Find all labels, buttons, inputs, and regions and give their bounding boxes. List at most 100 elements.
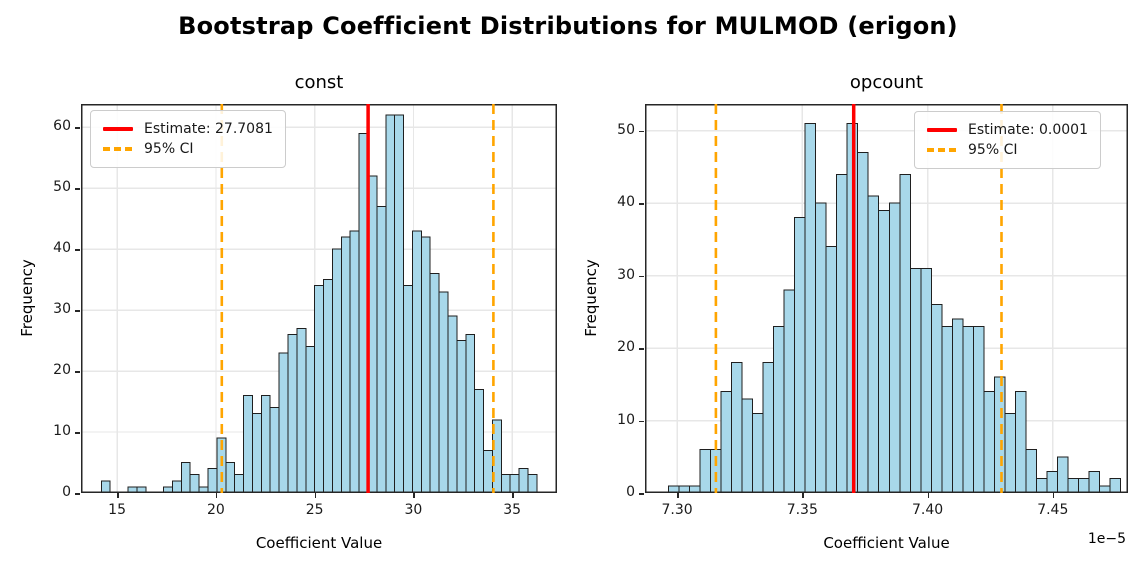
histogram-bar bbox=[243, 394, 253, 493]
histogram-bar bbox=[878, 209, 890, 493]
legend-row-estimate: Estimate: 27.7081 bbox=[103, 119, 273, 139]
x-tick-mark bbox=[413, 493, 415, 498]
histogram-bar bbox=[804, 123, 817, 493]
y-tick-mark bbox=[75, 432, 80, 434]
histogram-bar bbox=[1036, 478, 1048, 493]
histogram-bar bbox=[518, 468, 529, 493]
histogram-bar bbox=[340, 236, 351, 493]
histogram-bar bbox=[403, 285, 413, 493]
histogram-bar bbox=[189, 474, 200, 493]
x-tick-label: 7.40 bbox=[912, 502, 944, 518]
histogram-bar bbox=[500, 474, 511, 493]
histogram-bar bbox=[100, 480, 111, 493]
y-tick-mark bbox=[75, 310, 80, 312]
histogram-bar bbox=[296, 327, 307, 493]
histogram-bar bbox=[751, 412, 764, 493]
histogram-bar bbox=[762, 362, 775, 493]
y-tick-label: 50 bbox=[617, 121, 635, 138]
legend-ci-label: 95% CI bbox=[968, 142, 1018, 158]
estimate-line-swatch bbox=[927, 128, 957, 132]
y-tick-mark bbox=[75, 493, 80, 495]
histogram-bar bbox=[331, 248, 342, 493]
histogram-bar bbox=[899, 173, 911, 493]
histogram-bar bbox=[474, 388, 485, 493]
histogram-bar bbox=[376, 205, 387, 493]
histogram-bar bbox=[825, 246, 838, 493]
y-tick-label: 40 bbox=[617, 194, 635, 211]
x-tick-label: 30 bbox=[404, 502, 423, 518]
y-tick-label: 30 bbox=[53, 301, 71, 318]
histogram-bar bbox=[836, 173, 848, 493]
x-axis-offset-text: 1e−5 bbox=[1087, 531, 1126, 547]
y-tick-mark bbox=[639, 275, 644, 278]
y-tick-label: 60 bbox=[53, 118, 71, 135]
histogram-bar bbox=[1004, 412, 1017, 493]
histogram-bar bbox=[225, 462, 236, 493]
histogram-bar bbox=[1109, 478, 1122, 493]
y-tick-label: 0 bbox=[626, 484, 635, 500]
y-axis-label: Frequency bbox=[18, 259, 36, 337]
histogram-bar bbox=[941, 325, 953, 493]
legend-ci-label: 95% CI bbox=[144, 141, 194, 157]
histogram-bar bbox=[438, 291, 449, 493]
histogram-bar bbox=[260, 394, 271, 493]
legend-row-ci: 95% CI bbox=[103, 139, 273, 159]
y-tick-mark bbox=[639, 420, 644, 423]
histogram-bar bbox=[962, 325, 974, 493]
histogram-bar bbox=[972, 325, 985, 493]
histogram-bar bbox=[867, 195, 880, 493]
histogram-bar bbox=[429, 273, 440, 493]
histogram-bar bbox=[888, 202, 901, 493]
histogram-bar bbox=[483, 449, 493, 493]
subplot-title-opcount: opcount bbox=[849, 72, 924, 93]
x-tick-label: 15 bbox=[108, 502, 126, 518]
histogram-svg bbox=[81, 104, 557, 493]
y-tick-mark bbox=[639, 348, 644, 350]
y-tick-mark bbox=[75, 371, 80, 373]
histogram-bar bbox=[993, 376, 1006, 493]
x-axis-label: Coefficient Value bbox=[823, 534, 950, 552]
histogram-bar bbox=[349, 230, 360, 493]
histogram-bar bbox=[251, 413, 262, 493]
legend-row-estimate: Estimate: 0.0001 bbox=[927, 120, 1088, 140]
histogram-bar bbox=[1078, 478, 1090, 493]
histogram-bar bbox=[456, 340, 467, 493]
y-tick-label: 10 bbox=[53, 423, 71, 439]
y-tick-mark bbox=[75, 127, 80, 129]
histogram-bar bbox=[815, 202, 827, 493]
y-tick-mark bbox=[639, 203, 644, 205]
histogram-bars bbox=[100, 114, 538, 493]
histogram-bar bbox=[699, 449, 711, 493]
x-tick-mark bbox=[927, 493, 930, 498]
x-tick-label: 7.45 bbox=[1037, 502, 1069, 518]
histogram-bar bbox=[1015, 391, 1027, 493]
histogram-bar bbox=[930, 304, 943, 493]
histogram-bar bbox=[207, 468, 218, 493]
histogram-bar bbox=[741, 398, 753, 493]
y-tick-label: 10 bbox=[617, 411, 635, 428]
y-tick-mark bbox=[639, 493, 644, 495]
y-tick-mark bbox=[75, 249, 80, 251]
histogram-bar bbox=[171, 480, 182, 493]
histogram-bar bbox=[420, 236, 431, 493]
histogram-bar bbox=[323, 279, 333, 493]
x-tick-mark bbox=[1052, 493, 1055, 498]
histogram-bar bbox=[783, 289, 796, 493]
histogram-bar bbox=[269, 407, 280, 493]
histogram-bar bbox=[951, 318, 964, 493]
x-tick-label: 25 bbox=[305, 502, 324, 518]
axes-spines bbox=[81, 104, 557, 493]
histogram-bar bbox=[1025, 449, 1038, 493]
histogram-svg bbox=[645, 104, 1128, 493]
histogram-bar bbox=[305, 346, 316, 493]
x-tick-mark bbox=[802, 493, 804, 498]
ci-line-swatch bbox=[103, 147, 133, 151]
x-tick-label: 35 bbox=[503, 502, 522, 518]
x-tick-label: 7.30 bbox=[661, 502, 693, 518]
x-tick-mark bbox=[215, 493, 218, 498]
y-tick-label: 50 bbox=[53, 179, 71, 196]
histogram-bar bbox=[180, 462, 191, 493]
histogram-bar bbox=[1046, 470, 1059, 493]
legend-estimate-label: Estimate: 0.0001 bbox=[968, 122, 1088, 138]
legend-const: Estimate: 27.7081 95% CI bbox=[90, 110, 286, 168]
